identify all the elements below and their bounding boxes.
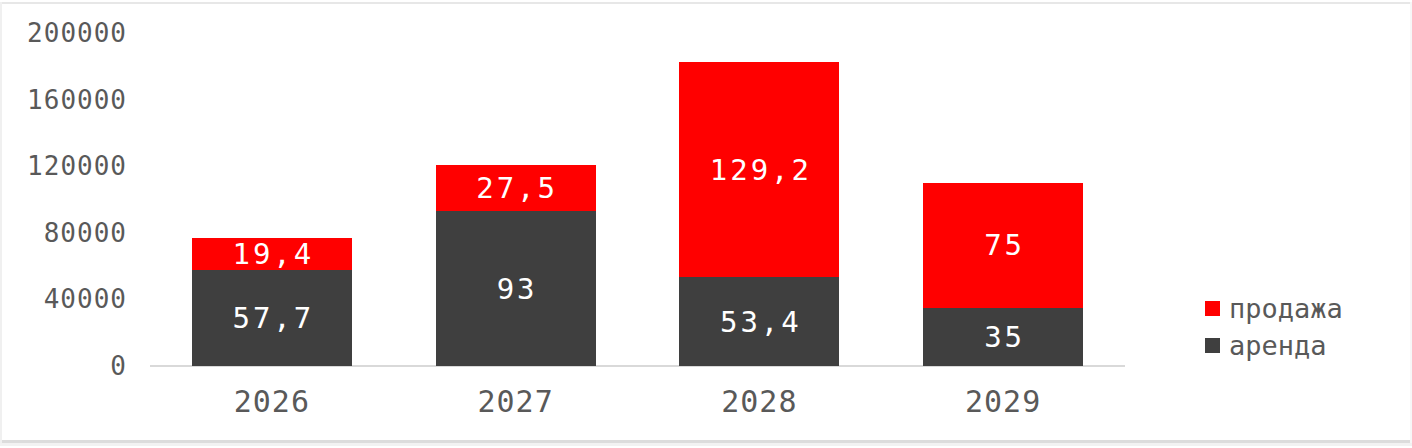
bar-segment-label: 57,7 <box>229 301 314 335</box>
y-axis-tick-label: 0 <box>0 348 127 384</box>
chart-top-border <box>0 2 1412 4</box>
legend-swatch-arenda <box>1205 338 1220 353</box>
legend-swatch-prodazha <box>1205 301 1220 316</box>
x-axis-category-label: 2029 <box>903 384 1103 420</box>
bar-segment-label: 53,4 <box>717 305 802 339</box>
chart-bottom-border-light <box>0 443 1412 446</box>
x-axis-category-label: 2026 <box>172 384 372 420</box>
chart-legend: продажа аренда <box>1205 290 1343 363</box>
bar-segment-label: 129,2 <box>707 153 812 187</box>
bar-segment-аренда: 93 <box>436 211 596 366</box>
y-axis-tick-label: 120000 <box>0 148 127 184</box>
legend-label-arenda: аренда <box>1229 330 1327 361</box>
bar-segment-аренда: 57,7 <box>192 270 352 366</box>
bar-segment-label: 93 <box>494 272 538 306</box>
x-axis-category-label: 2027 <box>416 384 616 420</box>
bar-segment-label: 35 <box>981 320 1025 354</box>
bar-segment-продажа: 19,4 <box>192 238 352 270</box>
bar-segment-продажа: 75 <box>923 183 1083 308</box>
x-axis-category-label: 2028 <box>659 384 859 420</box>
y-axis-tick-label: 160000 <box>0 82 127 118</box>
bar-segment-аренда: 53,4 <box>679 277 839 366</box>
y-axis-tick-label: 40000 <box>0 281 127 317</box>
bar-segment-label: 27,5 <box>473 171 558 205</box>
stacked-bar-chart: продажа аренда 0 40000 80000 120000 160000 20… <box>0 0 1412 448</box>
legend-item-prodazha: продажа <box>1205 290 1343 326</box>
bar-segment-label: 19,4 <box>229 237 314 271</box>
legend-label-prodazha: продажа <box>1229 293 1343 324</box>
bar-segment-label: 75 <box>981 228 1025 262</box>
legend-item-arenda: аренда <box>1205 327 1343 363</box>
bar-segment-аренда: 35 <box>923 308 1083 366</box>
y-axis-tick-label: 200000 <box>0 15 127 51</box>
y-axis-tick-label: 80000 <box>0 215 127 251</box>
bar-segment-продажа: 27,5 <box>436 165 596 211</box>
bar-segment-продажа: 129,2 <box>679 62 839 277</box>
